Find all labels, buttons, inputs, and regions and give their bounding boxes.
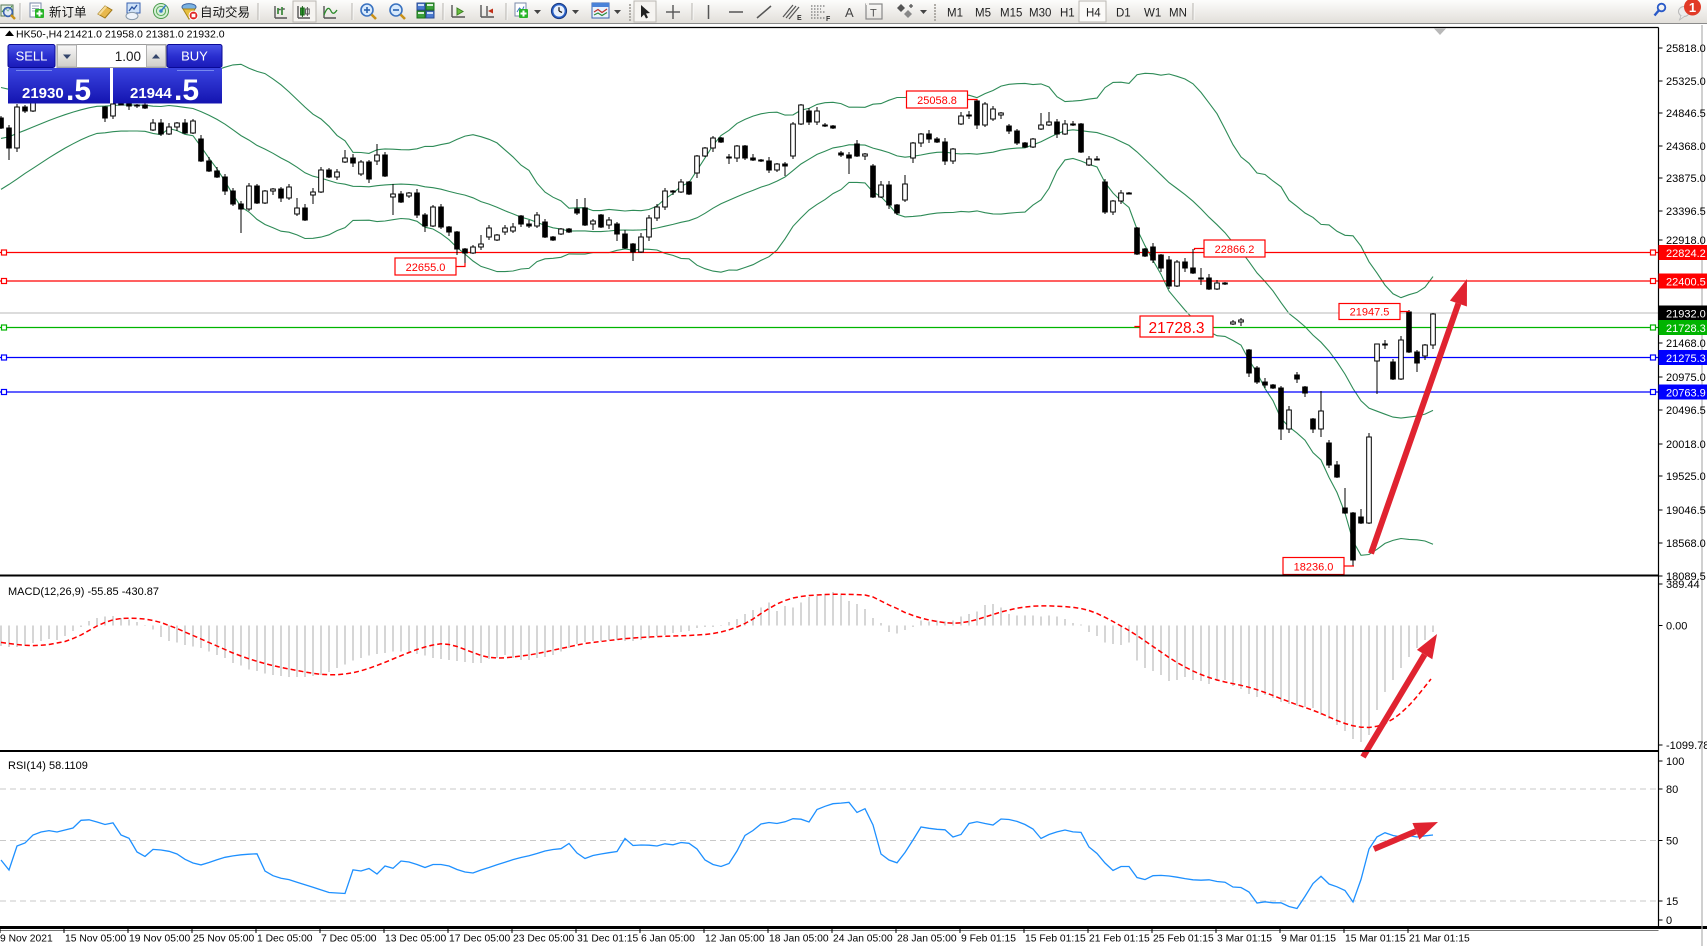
- svg-text:E: E: [797, 15, 802, 22]
- svg-text:21421.0 21958.0 21381.0 21932.: 21421.0 21958.0 21381.0 21932.0: [64, 29, 225, 41]
- svg-text:18568.0: 18568.0: [1666, 538, 1706, 550]
- svg-text:20763.9: 20763.9: [1666, 388, 1706, 400]
- svg-text:21932.0: 21932.0: [1666, 309, 1706, 321]
- svg-text:SELL: SELL: [16, 49, 48, 64]
- svg-text:7 Dec 05:00: 7 Dec 05:00: [321, 934, 377, 945]
- svg-text:50: 50: [1666, 836, 1678, 848]
- svg-text:23875.0: 23875.0: [1666, 173, 1706, 185]
- svg-text:21 Mar 01:15: 21 Mar 01:15: [1409, 934, 1470, 945]
- svg-text:389.44: 389.44: [1666, 579, 1700, 591]
- svg-text:19525.0: 19525.0: [1666, 471, 1706, 483]
- svg-text:31 Dec 01:15: 31 Dec 01:15: [577, 934, 639, 945]
- svg-text:1 Dec 05:00: 1 Dec 05:00: [257, 934, 313, 945]
- svg-text:6 Jan 05:00: 6 Jan 05:00: [641, 934, 695, 945]
- svg-text:13 Dec 05:00: 13 Dec 05:00: [385, 934, 447, 945]
- svg-text:3 Mar 01:15: 3 Mar 01:15: [1217, 934, 1272, 945]
- svg-text:22824.2: 22824.2: [1666, 248, 1706, 260]
- svg-text:25 Nov 05:00: 25 Nov 05:00: [193, 934, 255, 945]
- svg-text:20018.0: 20018.0: [1666, 439, 1706, 451]
- svg-text:20496.5: 20496.5: [1666, 405, 1706, 417]
- svg-text:新订单: 新订单: [49, 5, 87, 20]
- svg-text:17 Dec 05:00: 17 Dec 05:00: [449, 934, 511, 945]
- svg-text:18089.5: 18089.5: [1666, 571, 1706, 583]
- svg-text:21947.5: 21947.5: [1350, 307, 1390, 319]
- svg-text:25 Feb 01:15: 25 Feb 01:15: [1153, 934, 1214, 945]
- svg-text:15 Feb 01:15: 15 Feb 01:15: [1025, 934, 1086, 945]
- svg-text:22918.0: 22918.0: [1666, 235, 1706, 247]
- svg-text:23 Dec 05:00: 23 Dec 05:00: [513, 934, 575, 945]
- svg-text:22400.5: 22400.5: [1666, 277, 1706, 289]
- svg-text:28 Jan 05:00: 28 Jan 05:00: [897, 934, 957, 945]
- svg-text:9 Mar 01:15: 9 Mar 01:15: [1281, 934, 1336, 945]
- svg-text:BUY: BUY: [181, 49, 208, 64]
- svg-text:HK50-,H4: HK50-,H4: [16, 29, 62, 41]
- svg-text:25818.0: 25818.0: [1666, 43, 1706, 55]
- svg-text:21728.3: 21728.3: [1666, 323, 1706, 335]
- svg-text:19 Nov 05:00: 19 Nov 05:00: [129, 934, 191, 945]
- svg-text:M30: M30: [1029, 8, 1051, 20]
- svg-text:MACD(12,26,9) -55.85 -430.87: MACD(12,26,9) -55.85 -430.87: [8, 586, 159, 598]
- svg-text:25058.8: 25058.8: [917, 95, 957, 107]
- svg-text:21468.0: 21468.0: [1666, 338, 1706, 350]
- svg-text:RSI(14) 58.1109: RSI(14) 58.1109: [8, 760, 88, 772]
- svg-text:W1: W1: [1144, 8, 1161, 20]
- svg-text:.5: .5: [174, 74, 199, 107]
- svg-text:15 Nov 05:00: 15 Nov 05:00: [65, 934, 127, 945]
- svg-text:21944: 21944: [130, 85, 172, 102]
- svg-text:A: A: [845, 5, 854, 20]
- svg-text:MN: MN: [1169, 8, 1187, 20]
- svg-text:H4: H4: [1086, 8, 1101, 20]
- svg-text:100: 100: [1666, 756, 1684, 768]
- svg-text:19046.5: 19046.5: [1666, 505, 1706, 517]
- svg-text:M5: M5: [975, 8, 991, 20]
- svg-text:D1: D1: [1116, 8, 1131, 20]
- svg-text:24368.0: 24368.0: [1666, 141, 1706, 153]
- svg-text:15: 15: [1666, 896, 1678, 908]
- svg-text:.5: .5: [66, 74, 91, 107]
- svg-text:18236.0: 18236.0: [1294, 562, 1334, 574]
- svg-text:21728.3: 21728.3: [1148, 320, 1204, 337]
- svg-text:21930: 21930: [22, 85, 64, 102]
- svg-text:M15: M15: [1000, 8, 1022, 20]
- svg-text:12 Jan 05:00: 12 Jan 05:00: [705, 934, 765, 945]
- svg-text:M1: M1: [947, 8, 963, 20]
- svg-text:21 Feb 01:15: 21 Feb 01:15: [1089, 934, 1150, 945]
- svg-text:24846.5: 24846.5: [1666, 108, 1706, 120]
- svg-text:21275.3: 21275.3: [1666, 353, 1706, 365]
- svg-text:20975.0: 20975.0: [1666, 372, 1706, 384]
- svg-text:1.00: 1.00: [115, 49, 141, 64]
- svg-text:18 Jan 05:00: 18 Jan 05:00: [769, 934, 829, 945]
- svg-text:15 Mar 01:15: 15 Mar 01:15: [1345, 934, 1406, 945]
- svg-text:1: 1: [1689, 0, 1696, 15]
- svg-text:自动交易: 自动交易: [200, 5, 250, 20]
- svg-text:0: 0: [1666, 915, 1672, 927]
- svg-text:25325.0: 25325.0: [1666, 76, 1706, 88]
- svg-text:22866.2: 22866.2: [1215, 244, 1255, 256]
- svg-text:F: F: [826, 16, 831, 23]
- svg-text:23396.5: 23396.5: [1666, 206, 1706, 218]
- svg-text:22655.0: 22655.0: [406, 262, 446, 274]
- svg-text:24 Jan 05:00: 24 Jan 05:00: [833, 934, 893, 945]
- svg-text:0.00: 0.00: [1666, 621, 1687, 633]
- svg-text:H1: H1: [1060, 8, 1075, 20]
- svg-text:T: T: [870, 8, 877, 20]
- svg-text:80: 80: [1666, 784, 1678, 796]
- svg-text:9 Nov 2021: 9 Nov 2021: [0, 934, 53, 945]
- svg-text:-1099.78: -1099.78: [1666, 740, 1707, 752]
- svg-text:9 Feb 01:15: 9 Feb 01:15: [961, 934, 1016, 945]
